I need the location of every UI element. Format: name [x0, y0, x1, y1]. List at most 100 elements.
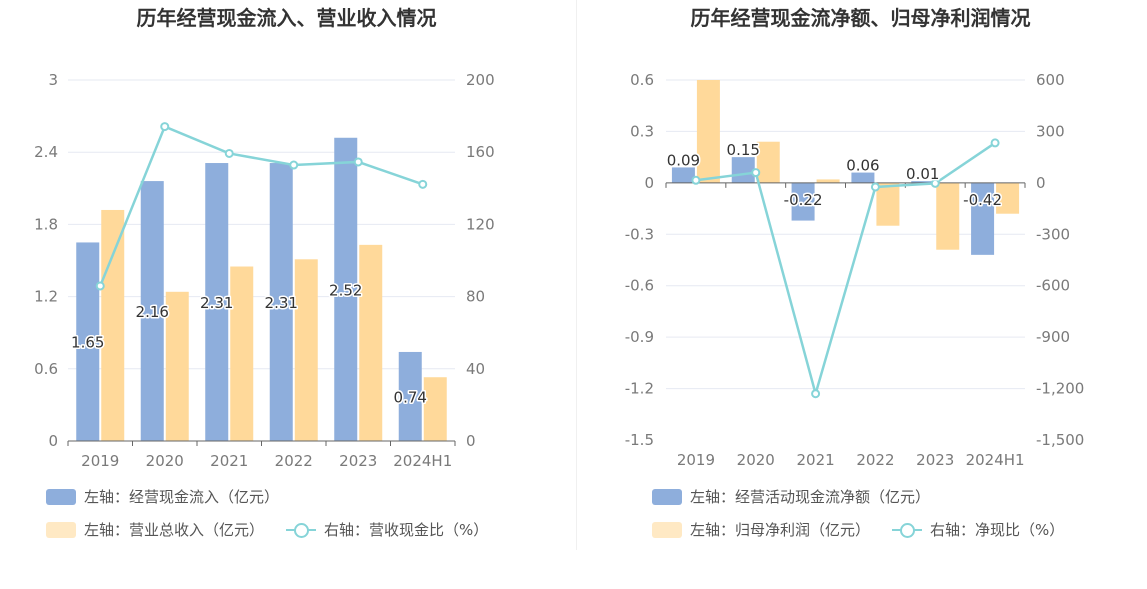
y-left-tick-label: 1.8 [34, 215, 58, 233]
legend-label: 左轴：营业总收入（亿元） [84, 521, 265, 539]
chart-title: 历年经营现金流净额、归母净利润情况 [690, 6, 1031, 30]
x-tick-label: 2021 [796, 451, 834, 469]
y-left-tick-label: -1.2 [625, 380, 654, 398]
bar-yellow [294, 259, 318, 441]
data-label: -0.22 [784, 191, 823, 209]
y-right-tick-label: 0 [466, 432, 476, 450]
bar-blue [398, 351, 422, 441]
legend-swatch-yellow [652, 521, 682, 538]
line-point [160, 122, 170, 132]
legend-line-marker-icon [286, 522, 317, 538]
x-tick-label: 2022 [856, 451, 894, 469]
line-point [811, 389, 821, 399]
bar-yellow [816, 179, 840, 183]
legend-row-1: 左轴：经营活动现金流净额（亿元） [652, 486, 952, 507]
y-right-tick-label: 0 [1036, 174, 1046, 192]
legend-line-marker-icon [892, 522, 923, 538]
bar-yellow [101, 209, 125, 441]
bar-yellow [756, 141, 780, 183]
bar-blue [851, 172, 875, 183]
y-left-tick-label: -1.5 [625, 431, 654, 449]
bar-yellow [359, 244, 383, 441]
bar-yellow [230, 266, 254, 441]
legend-row-2: 左轴：营业总收入（亿元） 右轴：营收现金比（%） [46, 519, 510, 540]
line-series [695, 141, 996, 399]
chart-panel-left: 历年经营现金流入、营业收入情况 0 0 0.6 40 1.2 80 1.8 120 2.4 160… [0, 0, 573, 589]
line-point [990, 138, 1000, 148]
legend-row-1: 左轴：经营现金流入（亿元） [46, 486, 301, 507]
line-point [353, 157, 363, 167]
legend-item-operating-cash-net[interactable]: 左轴：经营活动现金流净额（亿元） [652, 486, 930, 507]
y-right-tick-label: 200 [466, 71, 495, 89]
chart-plot-right: -1.5 -1,500 -1.2 -1,200 -0.9 -900 -0.6 -600 -0.3… [625, 71, 1085, 469]
y-left-tick-label: 2.4 [34, 143, 58, 161]
legend-swatch-blue [46, 488, 76, 505]
x-tick-label: 2020 [146, 452, 184, 470]
y-right-tick-label: -600 [1036, 277, 1070, 295]
bar-yellow [936, 182, 960, 250]
line-point [289, 160, 299, 170]
legend-item-net-profit[interactable]: 左轴：归母净利润（亿元） [652, 519, 870, 540]
line-series [99, 124, 424, 287]
legend-row-2: 左轴：归母净利润（亿元） 右轴：净现比（%） [652, 519, 1086, 540]
bar-yellow [876, 182, 900, 226]
legend-item-net-cash-ratio[interactable]: 右轴：净现比（%） [892, 519, 1064, 540]
data-label: 0.15 [727, 141, 760, 159]
data-label: 2.52 [329, 281, 362, 299]
y-left-tick-label: 3 [48, 71, 58, 89]
y-right-tick-label: -900 [1036, 328, 1070, 346]
x-tick-label: 2023 [916, 451, 954, 469]
bar-blue [671, 167, 695, 183]
legend-item-revenue[interactable]: 左轴：营业总收入（亿元） [46, 519, 264, 540]
y-left-tick-label: -0.9 [625, 328, 654, 346]
y-right-tick-label: 80 [466, 288, 485, 306]
y-right-tick-label: -300 [1036, 225, 1070, 243]
bar-blue [791, 182, 815, 221]
y-left-tick-label: 0.6 [630, 71, 654, 89]
x-tick-label: 2024H1 [393, 452, 452, 470]
data-label: 0.06 [846, 157, 879, 175]
y-left-tick-label: -0.6 [625, 277, 654, 295]
y-right-tick-label: 600 [1036, 71, 1065, 89]
line-point [418, 179, 428, 189]
y-left-tick-label: -0.3 [625, 225, 654, 243]
panel-divider [576, 0, 577, 550]
y-right-tick-label: -1,500 [1036, 431, 1084, 449]
legend-item-cash-revenue-ratio[interactable]: 右轴：营收现金比（%） [286, 519, 488, 540]
bar-blue [911, 181, 935, 183]
legend-label: 右轴：营收现金比（%） [324, 521, 489, 539]
line-point [95, 281, 105, 291]
legend-swatch-blue [652, 488, 682, 505]
y-right-tick-label: 160 [466, 143, 495, 161]
data-label: 0.74 [394, 388, 427, 406]
x-tick-label: 2020 [737, 451, 775, 469]
legend-label: 左轴：经营现金流入（亿元） [84, 488, 280, 506]
bar-yellow [165, 291, 189, 441]
y-left-tick-label: 0.6 [34, 360, 58, 378]
y-left-tick-label: 0 [644, 174, 654, 192]
chart-plot-left: 0 0 0.6 40 1.2 80 1.8 120 2.4 160 3 200 2019 2020 2021… [34, 71, 495, 470]
y-right-tick-label: -1,200 [1036, 380, 1084, 398]
data-label: 2.31 [265, 294, 298, 312]
legend-item-cash-inflow[interactable]: 左轴：经营现金流入（亿元） [46, 486, 279, 507]
data-label: 2.16 [136, 303, 169, 321]
y-left-tick-label: 1.2 [34, 288, 58, 306]
bar-blue [731, 157, 755, 183]
line-point [751, 168, 761, 178]
x-tick-label: 2021 [210, 452, 248, 470]
data-label: 0.01 [906, 165, 939, 183]
data-label: 1.65 [71, 334, 104, 352]
bar-yellow [423, 377, 447, 441]
data-label: -0.42 [963, 191, 1002, 209]
y-left-tick-label: 0 [48, 432, 58, 450]
legend-label: 左轴：归母净利润（亿元） [690, 521, 871, 539]
legend-label: 右轴：净现比（%） [930, 521, 1065, 539]
legend-label: 左轴：经营活动现金流净额（亿元） [690, 488, 931, 506]
x-tick-label: 2022 [275, 452, 313, 470]
legend-swatch-yellow [46, 521, 76, 538]
chart-panel-right: 历年经营现金流净额、归母净利润情况 -1.5 -1,500 -1.2 -1,200 -0… [574, 0, 1147, 589]
x-tick-label: 2024H1 [966, 451, 1025, 469]
line-point [691, 175, 701, 185]
data-label: 0.09 [667, 151, 700, 169]
y-right-tick-label: 120 [466, 215, 495, 233]
